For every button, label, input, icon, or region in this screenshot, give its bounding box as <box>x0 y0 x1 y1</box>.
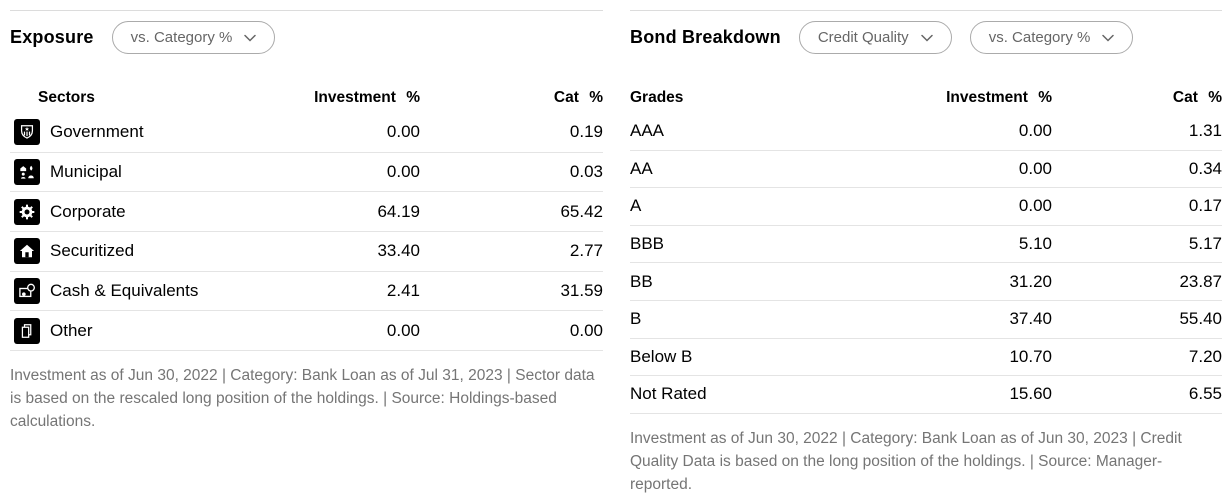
chevron-down-icon <box>920 29 933 46</box>
table-row: AA 0.00 0.34 <box>630 151 1222 189</box>
table-row: Securitized 33.40 2.77 <box>10 232 603 272</box>
row-label: Below B <box>630 346 693 366</box>
table-row: BBB 5.10 5.17 <box>630 226 1222 264</box>
row-label: B <box>630 309 642 329</box>
investment-value: 0.00 <box>386 320 420 340</box>
investment-value: 33.40 <box>377 241 420 261</box>
row-label: Government <box>50 122 144 142</box>
dropdown-label: vs. Category % <box>988 29 1091 46</box>
bond-breakdown-header: Bond Breakdown Credit Quality vs. Catego… <box>630 21 1222 54</box>
investment-value: 64.19 <box>377 201 420 221</box>
exposure-title: Exposure <box>10 27 94 47</box>
exposure-footnote: Investment as of Jun 30, 2022 | Category… <box>10 367 595 431</box>
investment-value: 0.00 <box>386 162 420 182</box>
government-icon <box>14 119 40 146</box>
row-label: AA <box>630 158 653 178</box>
column-header-cat: Cat % <box>553 89 603 106</box>
exposure-vs-category-dropdown[interactable]: vs. Category % <box>111 21 276 54</box>
row-label: BB <box>630 271 653 291</box>
row-label: A <box>630 196 642 216</box>
investment-value: 5.10 <box>1018 234 1052 254</box>
investment-value: 2.41 <box>386 281 420 301</box>
cat-value: 7.20 <box>1188 346 1222 366</box>
row-label: Cash & Equivalents <box>50 281 199 301</box>
dropdown-label: Credit Quality <box>817 29 909 46</box>
other-icon <box>14 317 40 344</box>
row-label: Not Rated <box>630 384 707 404</box>
row-label: Corporate <box>50 201 126 221</box>
cat-value: 23.87 <box>1179 271 1222 291</box>
bond-breakdown-footnote: Investment as of Jun 30, 2022 | Category… <box>630 429 1182 493</box>
cat-value: 0.34 <box>1188 158 1222 178</box>
investment-value: 10.70 <box>1009 346 1052 366</box>
investment-value: 31.20 <box>1009 271 1052 291</box>
investment-value: 0.00 <box>386 122 420 142</box>
cat-value: 5.17 <box>1188 234 1222 254</box>
dropdown-label: vs. Category % <box>130 29 233 46</box>
bond-breakdown-panel: Bond Breakdown Credit Quality vs. Catego… <box>630 10 1222 496</box>
cat-value: 0.19 <box>569 122 603 142</box>
investment-value: 0.00 <box>1018 158 1052 178</box>
investment-value: 0.00 <box>1018 121 1052 141</box>
chevron-down-icon <box>244 29 257 46</box>
credit-quality-dropdown[interactable]: Credit Quality <box>798 21 952 54</box>
investment-value: 0.00 <box>1018 196 1052 216</box>
securitized-icon <box>14 238 40 265</box>
table-row: AAA 0.00 1.31 <box>630 113 1222 151</box>
cat-value: 1.31 <box>1188 121 1222 141</box>
table-row: Government 0.00 0.19 <box>10 113 603 153</box>
table-row: Cash & Equivalents 2.41 31.59 <box>10 272 603 312</box>
cash-equivalents-icon <box>14 278 40 305</box>
column-header-investment: Investment % <box>946 89 1052 106</box>
cat-value: 0.03 <box>569 162 603 182</box>
column-header-grades: Grades <box>630 89 684 106</box>
cat-value: 55.40 <box>1179 309 1222 329</box>
municipal-icon <box>14 159 40 186</box>
cat-value: 0.00 <box>569 320 603 340</box>
cat-value: 31.59 <box>560 281 603 301</box>
exposure-header: Exposure vs. Category % <box>10 21 603 54</box>
table-row: B 37.40 55.40 <box>630 301 1222 339</box>
corporate-icon <box>14 198 40 225</box>
cat-value: 0.17 <box>1188 196 1222 216</box>
table-row: A 0.00 0.17 <box>630 188 1222 226</box>
cat-value: 6.55 <box>1188 384 1222 404</box>
row-label: Securitized <box>50 241 135 261</box>
table-row: Corporate 64.19 65.42 <box>10 192 603 233</box>
investment-value: 37.40 <box>1009 309 1052 329</box>
column-header-investment: Investment % <box>314 89 420 106</box>
table-row: Not Rated 15.60 6.55 <box>630 376 1222 414</box>
investment-value: 15.60 <box>1009 384 1052 404</box>
row-label: Other <box>50 320 93 340</box>
cat-value: 65.42 <box>560 201 603 221</box>
bond-vs-category-dropdown[interactable]: vs. Category % <box>969 21 1134 54</box>
row-label: BBB <box>630 234 665 254</box>
column-header-sectors: Sectors <box>38 89 95 106</box>
exposure-table-header: Sectors Investment % Cat % <box>10 78 603 113</box>
table-row: Municipal 0.00 0.03 <box>10 153 603 193</box>
bond-table-header: Grades Investment % Cat % <box>630 78 1222 113</box>
cat-value: 2.77 <box>569 241 603 261</box>
row-label: Municipal <box>50 162 122 182</box>
table-row: BB 31.20 23.87 <box>630 263 1222 301</box>
table-row: Below B 10.70 7.20 <box>630 339 1222 377</box>
column-header-cat: Cat % <box>1172 89 1222 106</box>
table-row: Other 0.00 0.00 <box>10 311 603 352</box>
chevron-down-icon <box>1102 29 1115 46</box>
row-label: AAA <box>630 121 665 141</box>
exposure-panel: Exposure vs. Category % Sectors Investme… <box>10 10 603 496</box>
bond-breakdown-title: Bond Breakdown <box>630 27 781 47</box>
